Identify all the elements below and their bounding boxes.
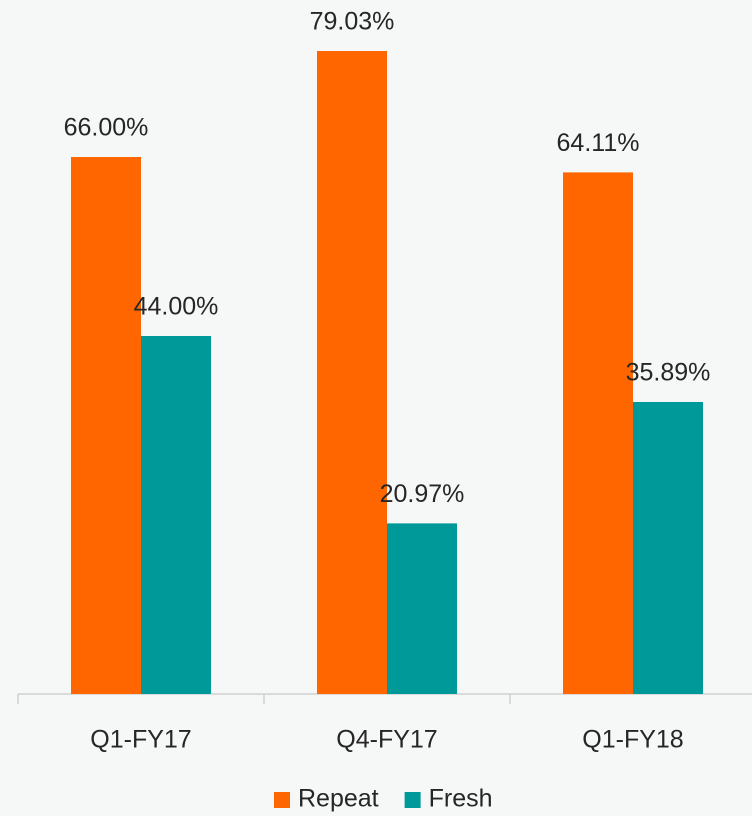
bar (633, 401, 703, 694)
data-label: 44.00% (134, 293, 219, 321)
x-tick-label: Q1-FY18 (582, 726, 683, 754)
legend-label: Fresh (429, 785, 493, 813)
data-label: 66.00% (64, 114, 149, 142)
x-tick-label: Q4-FY17 (336, 726, 437, 754)
legend-swatch (404, 792, 421, 808)
x-tick-label: Q1-FY17 (90, 726, 191, 754)
data-label: 20.97% (380, 480, 465, 508)
bar (317, 51, 387, 694)
bar (71, 157, 141, 694)
data-label: 79.03% (310, 8, 395, 36)
data-label: 35.89% (626, 359, 711, 387)
legend-label: Repeat (298, 785, 379, 813)
legend-swatch (274, 792, 290, 808)
bar (563, 172, 633, 695)
bar (387, 523, 457, 694)
bar (141, 336, 211, 694)
data-label: 64.11% (557, 129, 640, 157)
